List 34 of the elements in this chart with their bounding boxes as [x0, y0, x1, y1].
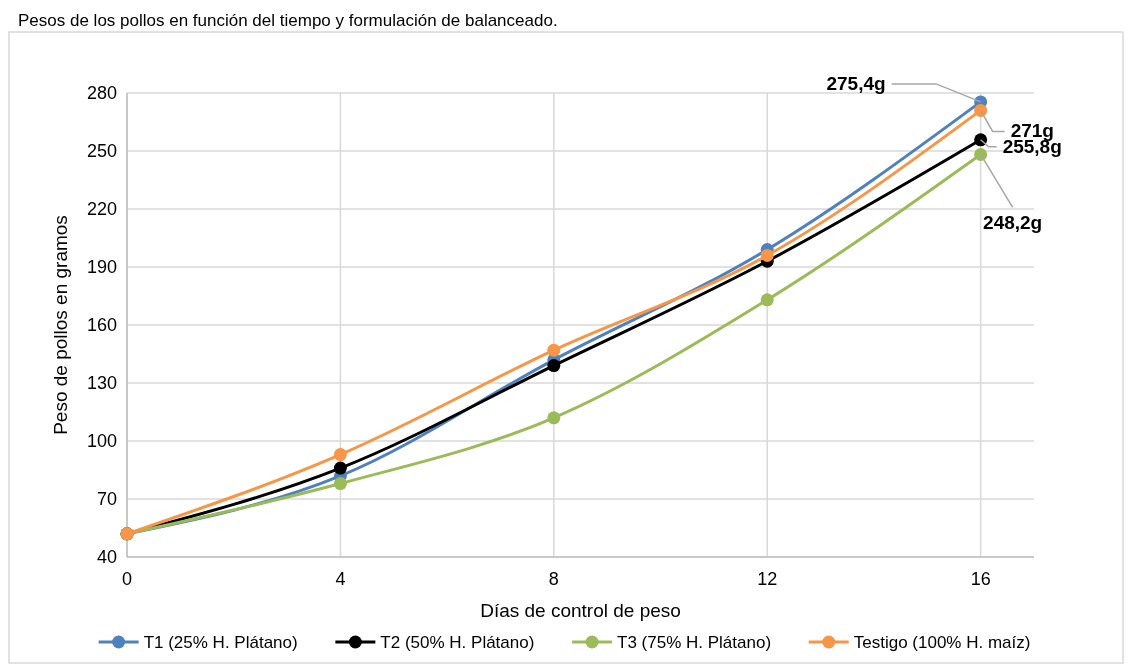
point — [333, 448, 347, 462]
point — [333, 477, 347, 491]
y-tick-label: 250 — [86, 141, 117, 162]
y-tick-label: 280 — [86, 83, 117, 104]
point — [760, 248, 774, 262]
point — [974, 133, 988, 147]
point — [333, 461, 347, 475]
x-tick-label: 12 — [757, 569, 778, 589]
x-tick-label: 8 — [548, 569, 559, 589]
legend-label: T1 (25% H. Plátano) — [143, 632, 298, 652]
y-tick-label: 220 — [86, 199, 117, 220]
point — [760, 293, 774, 307]
y-tick-label: 190 — [86, 257, 117, 278]
legend-label: Testigo (100% H. maíz) — [853, 632, 1031, 652]
legend-label: T3 (75% H. Plátano) — [617, 632, 772, 652]
y-tick-label: 160 — [86, 315, 117, 336]
point — [547, 343, 561, 357]
y-tick-label: 70 — [96, 489, 117, 510]
point — [547, 411, 561, 425]
x-tick-label: 16 — [970, 569, 991, 589]
chart-title: Pesos de los pollos en función del tiempo y formulación de balanceado. — [18, 11, 558, 30]
x-tick-label: 0 — [121, 569, 133, 589]
point — [974, 147, 988, 161]
y-tick-label: 40 — [96, 547, 117, 568]
legend-label: T2 (50% H. Plátano) — [380, 632, 535, 652]
y-axis-title: Peso de pollos en gramos — [50, 215, 71, 435]
point — [547, 359, 561, 373]
data-label: 248,2g — [983, 212, 1043, 234]
x-axis-title: Días de control de peso — [480, 600, 681, 621]
y-tick-label: 100 — [86, 431, 117, 452]
data-label: 275,4g — [826, 72, 886, 94]
y-tick-label: 130 — [86, 373, 117, 394]
x-tick-label: 4 — [335, 569, 346, 589]
point — [974, 103, 988, 117]
